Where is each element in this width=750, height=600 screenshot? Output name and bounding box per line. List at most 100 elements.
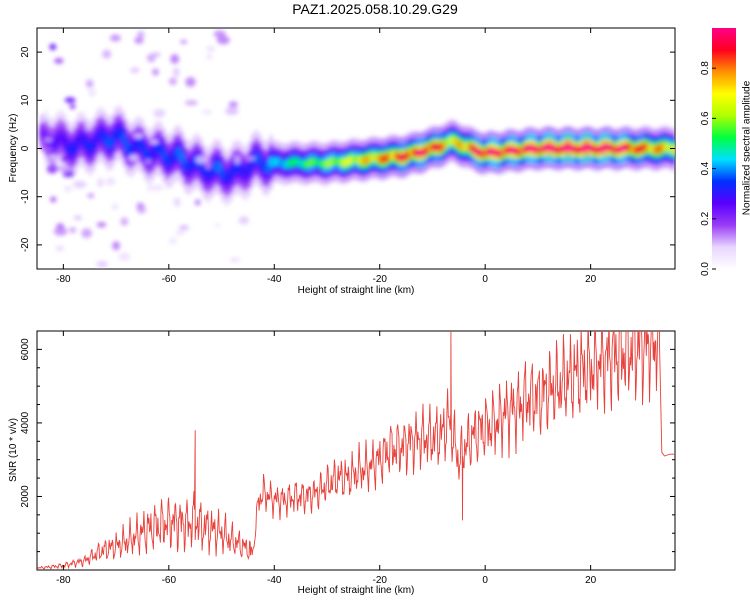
chart-title: PAZ1.2025.058.10.29.G29: [292, 1, 458, 17]
y-tick-label: 0: [20, 145, 31, 151]
y-tick-label: -10: [20, 189, 31, 204]
spectrogram-noise: [204, 160, 212, 170]
x-tick-label: -40: [267, 274, 282, 285]
spectrogram-noise: [137, 30, 145, 40]
spectrogram-noise: [213, 30, 226, 38]
spectrogram-noise: [146, 183, 154, 192]
spectrogram-noise: [88, 87, 97, 97]
spectrogram-cell: [670, 145, 675, 155]
y-tick-label: 6000: [20, 338, 31, 361]
spectrogram-noise: [73, 180, 87, 189]
snr-frame: [36, 330, 676, 571]
x-tick-label: -40: [267, 575, 282, 586]
spectrogram-noise: [49, 196, 57, 203]
spectrogram-noise: [54, 57, 64, 64]
spectrogram-noise: [246, 156, 257, 161]
spectrogram-noise: [168, 237, 178, 245]
spectrogram-noise: [43, 137, 53, 143]
snr-ylabel: SNR (10 * v/v): [8, 418, 19, 482]
spectrogram-noise: [69, 227, 77, 234]
spectrogram-noise: [109, 34, 121, 42]
spectrogram-noise: [195, 155, 209, 164]
spectrogram-noise: [48, 154, 59, 161]
x-tick-label: -20: [373, 575, 388, 586]
spectrogram-ylabel: Frequency (Hz): [8, 114, 19, 183]
spectrogram-noise: [55, 246, 64, 251]
spectrogram-noise: [168, 174, 183, 183]
spectrogram-noise: [60, 156, 68, 163]
spectrogram-noise: [46, 163, 58, 174]
spectrogram-noise: [144, 158, 152, 165]
spectrogram-noise: [233, 155, 241, 165]
spectrogram-noise: [63, 185, 73, 193]
spectrogram-noise: [136, 202, 145, 210]
spectrogram-noise: [43, 147, 54, 152]
spectrogram-noise: [238, 216, 250, 225]
spectrogram-noise: [37, 117, 48, 123]
spectrogram-noise: [81, 228, 93, 239]
x-tick-label: -80: [56, 274, 71, 285]
spectrogram-noise: [194, 199, 201, 206]
x-tick-label: 20: [585, 575, 597, 586]
x-tick-label: -80: [56, 575, 71, 586]
spectrogram-noise: [180, 39, 188, 44]
x-tick-label: 20: [585, 274, 597, 285]
spectrogram-noise: [96, 261, 109, 268]
colorbar-tick-label: 0.2: [700, 211, 711, 225]
spectrogram-noise: [120, 217, 129, 226]
spectrogram-noise: [96, 222, 107, 228]
spectrogram-noise: [179, 225, 189, 231]
x-tick-label: -60: [162, 274, 177, 285]
spectrogram-noise: [130, 67, 140, 73]
spectrogram-noise: [150, 139, 160, 145]
spectrogram-noise: [153, 108, 166, 118]
spectrogram-noise: [49, 43, 57, 51]
spectrogram-noise: [84, 126, 92, 131]
spectrogram-noise: [111, 203, 119, 210]
snr-panel: -80 -60 -40 -20 0 20 2000 4000 6000 Height of st…: [8, 330, 676, 596]
spectrogram-noise: [202, 109, 213, 115]
spectrogram-noise: [64, 97, 76, 104]
spectrogram-noise: [206, 54, 213, 60]
snr-xlabel: Height of straight line (km): [298, 585, 415, 596]
x-tick-label: 0: [482, 575, 488, 586]
colorbar-gradient: [712, 28, 736, 269]
x-tick-label: -20: [373, 274, 388, 285]
spectrogram-xlabel: Height of straight line (km): [298, 285, 415, 296]
spectrogram-cell: [138, 140, 146, 152]
spectrogram-noise: [151, 68, 160, 76]
spectrogram-cell: [61, 134, 68, 146]
spectrogram-noise: [228, 101, 239, 108]
spectrogram-noise: [206, 45, 215, 53]
spectrogram-noise: [168, 77, 177, 86]
spectrogram-noise: [185, 77, 196, 87]
spectrogram-panel: -80 -60 -40 -20 0 20 -20 -10 0 10 20 Height of str…: [8, 27, 676, 296]
spectrogram-noise: [69, 103, 76, 110]
spectrogram-noise: [151, 184, 164, 191]
spectrogram-noise: [170, 54, 180, 64]
spectrogram-noise: [128, 154, 139, 161]
spectrogram-cell: [245, 163, 253, 176]
spectrogram-cell: [90, 138, 98, 150]
colorbar-tick-label: 0.0: [700, 262, 711, 276]
spectrogram-noise: [173, 197, 181, 207]
spectrogram-noise: [175, 230, 185, 235]
snr-series-line: [37, 331, 675, 570]
colorbar-label-visible: Normalized spectral amplitude: [741, 80, 750, 215]
spectrogram-noise: [73, 215, 83, 220]
spectrogram-cell: [120, 132, 127, 145]
spectrogram-noise: [62, 170, 75, 178]
spectrogram-noise: [214, 223, 221, 228]
spectrogram-noise: [172, 67, 180, 78]
y-tick-label: 20: [20, 46, 31, 58]
spectrogram-noise: [102, 49, 112, 59]
x-tick-label: 0: [482, 274, 488, 285]
y-tick-label: 2000: [20, 485, 31, 508]
spectrogram-noise: [87, 193, 95, 199]
x-tick-label: -60: [162, 575, 177, 586]
colorbar-tick-label: 0.8: [700, 61, 711, 75]
spectrogram-noise: [118, 252, 131, 262]
spectrogram-noise: [53, 227, 68, 236]
spectrogram-noise: [184, 100, 198, 106]
